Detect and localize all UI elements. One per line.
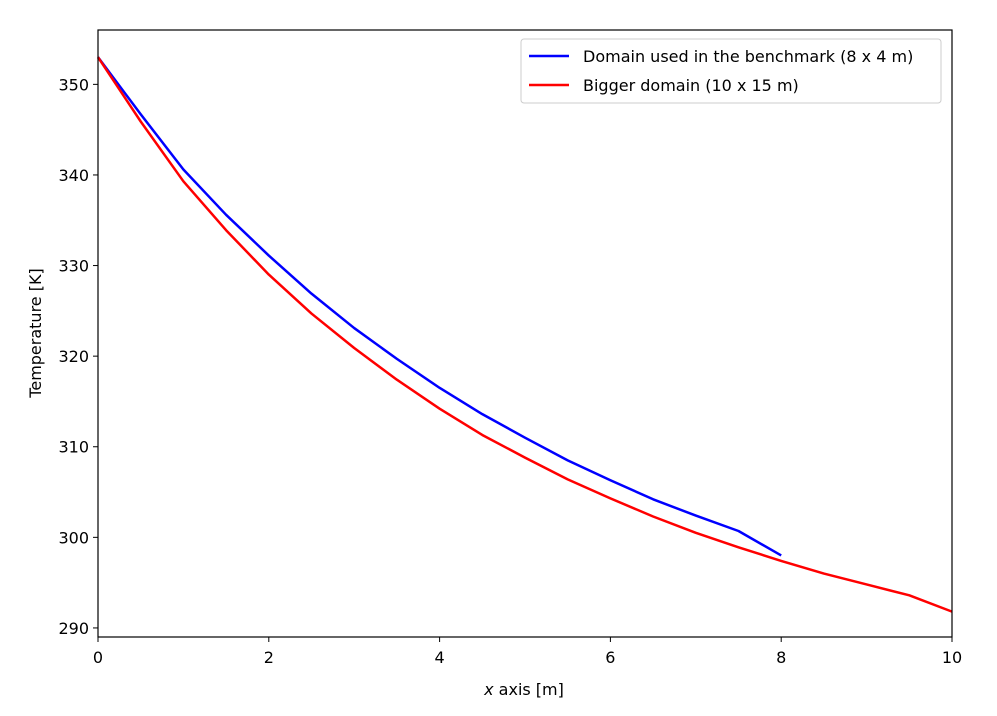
x-tick-label: 6: [605, 648, 615, 667]
y-tick-label: 300: [58, 528, 89, 547]
x-tick-label: 0: [93, 648, 103, 667]
x-axis-label: x axis [m]: [483, 680, 564, 699]
y-tick-label: 350: [58, 75, 89, 94]
series-line-2: [96, 56, 953, 613]
y-tick-label: 310: [58, 438, 89, 457]
axes-layer: 0 2 4 6 8 10 290 300 310 320 330 340 350: [58, 29, 962, 667]
legend-label-1: Domain used in the benchmark (8 x 4 m): [583, 47, 913, 66]
x-tick-label: 2: [264, 648, 274, 667]
y-tick-label: 320: [58, 347, 89, 366]
plot-frame: [97, 29, 953, 638]
y-axis-label: Temperature [K]: [26, 268, 45, 398]
legend: Domain used in the benchmark (8 x 4 m) Bi…: [520, 38, 942, 104]
plot-layer: [96, 56, 953, 613]
x-tick-label: 4: [435, 648, 445, 667]
x-tick-label: 10: [942, 648, 962, 667]
y-tick-label: 340: [58, 166, 89, 185]
legend-label-2: Bigger domain (10 x 15 m): [583, 76, 799, 95]
legend-box: [520, 38, 942, 104]
series-line-1: [96, 56, 782, 557]
y-tick-label: 330: [58, 257, 89, 276]
y-tick-label: 290: [58, 619, 89, 638]
x-tick-label: 8: [776, 648, 786, 667]
